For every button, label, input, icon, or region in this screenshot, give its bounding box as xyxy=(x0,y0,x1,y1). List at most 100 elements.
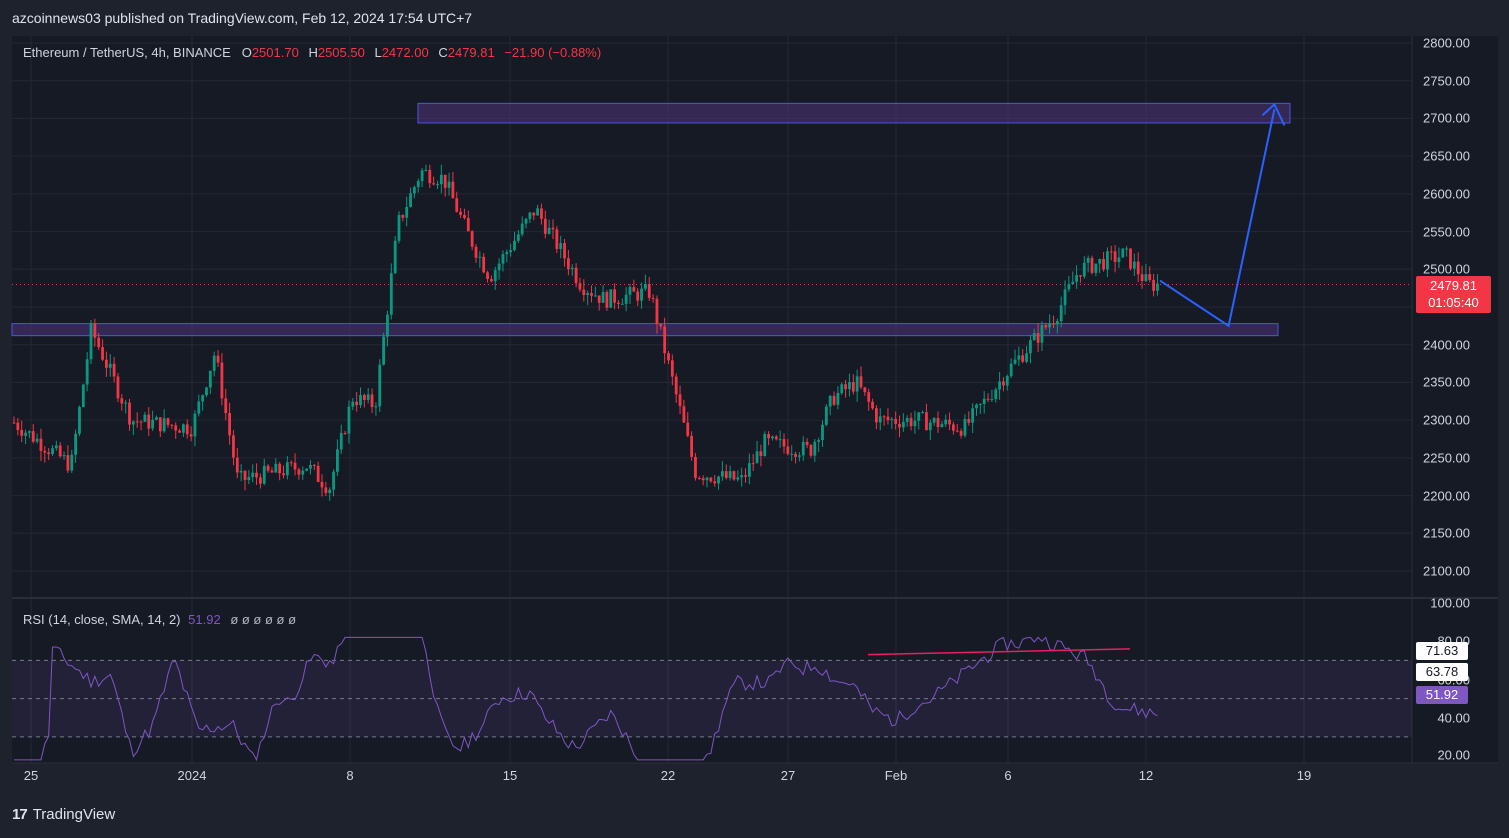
candle-down xyxy=(955,430,959,432)
price-axis-label: 2200.00 xyxy=(1423,488,1470,504)
candle-up xyxy=(359,394,362,406)
candle-up xyxy=(990,399,994,401)
candle-up xyxy=(1121,248,1125,258)
candle-up xyxy=(620,303,624,305)
price-axis-label: 2750.00 xyxy=(1423,73,1470,89)
candle-down xyxy=(278,463,282,474)
chart-pane[interactable] xyxy=(12,36,1498,763)
candle-up xyxy=(85,359,89,385)
candle-up xyxy=(778,439,782,441)
candle-up xyxy=(824,406,828,425)
candle-down xyxy=(170,424,174,426)
low-label: L xyxy=(374,45,382,60)
candle-up xyxy=(1094,263,1098,273)
candle-up xyxy=(28,431,31,433)
time-axis-label: 22 xyxy=(660,768,676,783)
candle-up xyxy=(813,441,817,456)
candle-up xyxy=(905,417,909,422)
candle-down xyxy=(871,401,874,409)
candle-up xyxy=(182,424,185,433)
candle-up xyxy=(1125,248,1129,250)
candle-up xyxy=(405,206,409,218)
candle-down xyxy=(540,208,543,219)
candle-down xyxy=(551,227,555,230)
candle-up xyxy=(628,287,632,295)
candle-down xyxy=(312,464,316,466)
candle-down xyxy=(732,471,736,480)
candle-down xyxy=(701,478,705,481)
candle-down xyxy=(636,291,640,301)
rsi-divergence-line xyxy=(867,648,1131,656)
candle-up xyxy=(998,381,1001,390)
time-axis-label: 15 xyxy=(502,768,518,783)
candle-down xyxy=(751,463,755,465)
candle-up xyxy=(35,438,39,442)
candle-up xyxy=(944,419,948,425)
candle-down xyxy=(590,293,593,296)
candle-up xyxy=(197,401,201,414)
candle-down xyxy=(228,413,231,436)
candle-down xyxy=(12,422,16,424)
candle-up xyxy=(131,421,135,425)
candle-down xyxy=(578,283,582,290)
candle-down xyxy=(463,214,466,219)
candle-up xyxy=(332,471,335,490)
candle-up xyxy=(439,174,443,185)
candle-down xyxy=(116,376,120,399)
candle-down xyxy=(174,425,178,431)
open-value: 2501.70 xyxy=(251,45,299,60)
candle-up xyxy=(108,363,112,368)
price-axis-label: 2150.00 xyxy=(1423,525,1470,541)
footer-brand[interactable]: 17 TradingView xyxy=(12,806,115,823)
candle-down xyxy=(120,398,124,404)
candle-down xyxy=(567,258,570,270)
candle-up xyxy=(51,448,54,455)
candle-up xyxy=(763,434,767,457)
candle-down xyxy=(805,441,809,446)
candle-down xyxy=(682,406,686,423)
candle-down xyxy=(744,475,747,477)
candle-up xyxy=(640,288,643,301)
candle-up xyxy=(397,214,401,241)
candle-up xyxy=(994,389,998,400)
candle-up xyxy=(978,403,982,405)
rsi-empty-values: ø ø ø ø ø ø xyxy=(230,612,297,627)
candle-up xyxy=(1063,289,1067,306)
candle-down xyxy=(859,376,863,388)
candle-up xyxy=(251,472,255,478)
candle-up xyxy=(509,250,513,253)
tradingview-logo-icon: 17 xyxy=(12,806,28,823)
candle-up xyxy=(70,454,74,471)
rsi-label[interactable]: RSI (14, close, SMA, 14, 2) xyxy=(23,612,181,627)
candle-down xyxy=(724,471,728,478)
candle-up xyxy=(536,208,539,216)
candle-up xyxy=(389,273,393,315)
candle-down xyxy=(948,419,951,425)
candle-down xyxy=(1002,381,1005,386)
candle-down xyxy=(128,402,131,425)
price-axis-label: 2800.00 xyxy=(1423,35,1470,51)
candle-up xyxy=(644,284,647,289)
candle-down xyxy=(863,387,867,393)
candle-up xyxy=(413,187,416,194)
candle-up xyxy=(1009,363,1013,377)
candle-up xyxy=(917,412,921,421)
candle-down xyxy=(986,398,990,400)
candle-down xyxy=(1044,325,1048,328)
candle-down xyxy=(1079,275,1082,277)
candle-down xyxy=(597,295,601,303)
candle-down xyxy=(297,469,301,475)
symbol-label[interactable]: Ethereum / TetherUS, 4h, BINANCE xyxy=(23,45,231,60)
candle-up xyxy=(913,420,917,427)
candle-down xyxy=(185,424,189,435)
candle-down xyxy=(362,394,366,400)
candle-down xyxy=(613,289,616,303)
candle-down xyxy=(1140,274,1144,281)
candle-up xyxy=(1156,283,1159,291)
candle-up xyxy=(790,453,794,455)
time-axis-label: 8 xyxy=(346,768,354,783)
candle-down xyxy=(894,418,898,424)
candle-down xyxy=(1129,248,1132,269)
candle-down xyxy=(543,218,547,234)
